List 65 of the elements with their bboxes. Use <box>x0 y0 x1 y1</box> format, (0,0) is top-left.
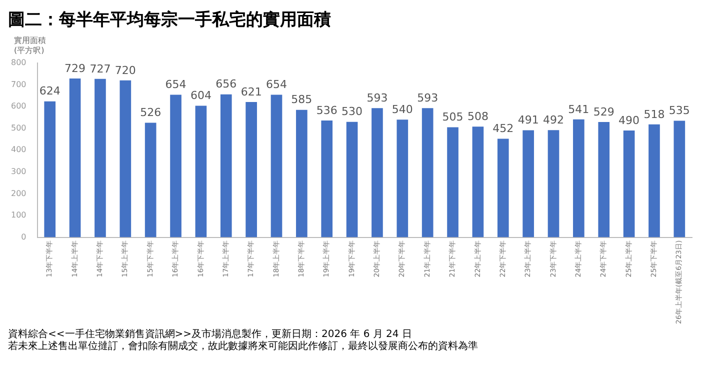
bar <box>674 120 686 238</box>
chart-title: 圖二：每半年平均每宗一手私宅的實用面積 <box>8 9 332 31</box>
bar <box>346 122 358 238</box>
data-label: 535 <box>668 104 690 118</box>
data-label: 490 <box>618 114 640 127</box>
data-label: 593 <box>366 91 388 104</box>
y-axis-title: 實用面積 (平方呎) <box>14 36 46 56</box>
data-label: 518 <box>644 108 665 121</box>
data-label: 585 <box>291 93 312 106</box>
data-label: 529 <box>593 105 614 118</box>
bar <box>195 106 207 238</box>
data-label: 656 <box>216 78 237 91</box>
data-label: 654 <box>266 78 287 92</box>
data-label: 530 <box>342 105 363 118</box>
bar <box>170 94 182 238</box>
bar <box>246 102 257 238</box>
y-tick-label: 700 <box>10 80 26 89</box>
bar <box>497 138 509 238</box>
y-tick-label: 300 <box>10 166 26 176</box>
data-label: 720 <box>114 64 136 77</box>
bar <box>220 94 232 238</box>
y-tick-label: 400 <box>10 145 26 154</box>
data-label: 452 <box>492 122 514 136</box>
data-label: 540 <box>392 102 413 116</box>
bar <box>372 108 383 238</box>
bar <box>598 122 610 238</box>
data-label: 536 <box>316 104 338 117</box>
data-label: 508 <box>467 110 488 123</box>
bar <box>472 126 484 238</box>
data-label: 526 <box>140 106 162 120</box>
bar <box>44 101 56 238</box>
data-label: 727 <box>90 62 111 76</box>
y-tick-label: 0 <box>21 232 26 242</box>
data-label: 654 <box>165 78 186 92</box>
data-label: 492 <box>543 113 564 126</box>
bar <box>144 122 156 238</box>
data-label: 505 <box>442 110 464 124</box>
data-label: 729 <box>64 62 86 75</box>
bar <box>321 120 333 238</box>
y-tick-label: 100 <box>10 210 26 220</box>
data-label: 593 <box>417 91 438 104</box>
bar <box>270 94 282 238</box>
data-label: 491 <box>518 114 539 127</box>
data-label: 621 <box>240 85 262 98</box>
text: 資料綜合<<一手住宅物業銷售資訊網>>及市場消息製作，更新日期：2026 年 6 月 24 日 <box>8 329 413 340</box>
bar <box>648 124 660 238</box>
y-tick-label: 200 <box>10 188 26 198</box>
bar <box>573 119 584 238</box>
y-tick-label: 600 <box>10 102 26 111</box>
bar <box>447 127 458 238</box>
y-tick-label: 800 <box>10 58 26 68</box>
text: 若未來上述售出單位撻訂，會扣除有關成交，故此數據將來可能因此作修訂，最終以發展商公布的資料為準 <box>8 341 479 353</box>
y-tick-label: 500 <box>10 123 26 132</box>
data-label: 624 <box>39 84 60 98</box>
bar <box>120 80 132 238</box>
data-label: 541 <box>568 102 590 116</box>
bar <box>548 130 560 238</box>
bar <box>69 78 81 238</box>
bar <box>94 78 106 238</box>
bar <box>396 120 408 238</box>
bar <box>623 130 635 238</box>
bar <box>296 110 308 238</box>
data-label: 604 <box>190 89 212 102</box>
bar <box>522 130 534 238</box>
bar <box>422 108 434 238</box>
